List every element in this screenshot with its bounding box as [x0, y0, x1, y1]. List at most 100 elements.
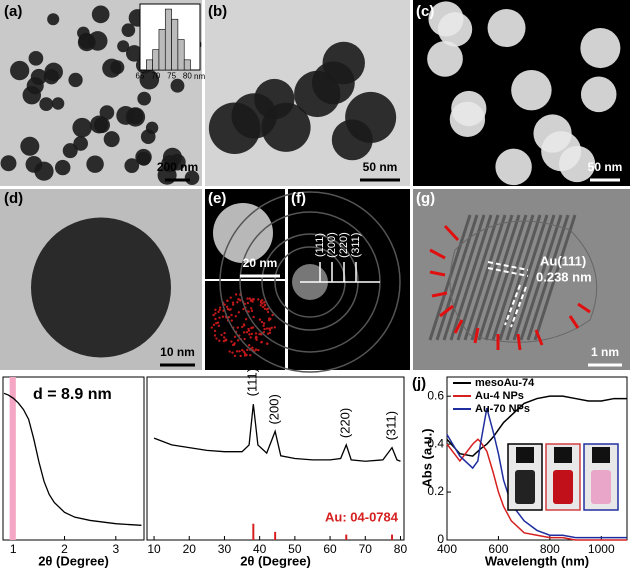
x-tick-label: 50	[288, 542, 302, 556]
x-tick-label: 600	[488, 542, 508, 556]
signal	[252, 315, 255, 319]
plot-area	[2, 376, 145, 541]
signal	[233, 335, 237, 339]
signal	[258, 318, 262, 321]
line	[446, 438, 627, 541]
legend-label: mesoAu-74	[475, 377, 535, 389]
arrow	[453, 319, 464, 334]
signal	[249, 354, 252, 357]
y-tick-label: 0.6	[427, 388, 444, 402]
signal	[249, 307, 253, 310]
panel-label: (f)	[291, 190, 306, 207]
signal	[236, 326, 239, 329]
vial-cap	[516, 447, 534, 463]
panel-label: (c)	[416, 3, 434, 20]
particle-outline	[449, 220, 598, 343]
fringe	[463, 214, 507, 341]
signal	[239, 354, 242, 358]
signal	[226, 299, 229, 302]
signal	[262, 324, 265, 327]
x-tick-label: 800	[540, 542, 560, 556]
highlight-band	[9, 377, 16, 540]
signal	[234, 315, 237, 318]
signal	[257, 348, 260, 352]
signal	[242, 331, 246, 334]
signal	[213, 329, 217, 333]
signal	[212, 323, 216, 327]
fringe	[526, 214, 570, 341]
particle	[170, 78, 185, 93]
x-tick-label: 400	[437, 542, 457, 556]
signal	[231, 351, 234, 354]
particle	[43, 69, 60, 85]
particle	[345, 91, 397, 143]
peak-label: (220)	[338, 408, 353, 438]
signal	[236, 339, 240, 342]
vial-liquid	[591, 470, 611, 504]
signal	[254, 332, 258, 335]
panel-label: (a)	[4, 3, 22, 20]
signal	[268, 328, 272, 332]
x-axis-label: nm	[194, 72, 205, 81]
particle	[137, 91, 152, 106]
line	[446, 395, 627, 457]
arrow	[516, 333, 522, 351]
signal	[251, 300, 254, 303]
signal	[218, 316, 221, 319]
signal	[243, 324, 246, 327]
signal	[218, 306, 222, 309]
marker	[510, 286, 527, 328]
fringe	[533, 214, 577, 341]
signal	[216, 321, 220, 324]
x-tick-label: 20	[183, 542, 197, 556]
signal	[265, 327, 269, 330]
particle	[580, 76, 617, 113]
particle	[91, 5, 110, 24]
marker	[487, 261, 529, 271]
particle	[145, 121, 159, 135]
signal	[232, 343, 236, 346]
signal	[247, 344, 251, 347]
particle	[533, 114, 572, 153]
signal	[268, 331, 272, 334]
arrow	[473, 327, 480, 344]
particle	[62, 143, 78, 159]
signal	[218, 308, 221, 312]
signal	[266, 310, 270, 314]
signal	[241, 348, 244, 352]
signal	[258, 332, 261, 336]
fringe	[456, 214, 500, 341]
signal	[261, 302, 264, 305]
signal	[252, 298, 255, 301]
signal	[271, 313, 274, 317]
y-tick-label: 0	[437, 532, 444, 546]
arrow	[443, 224, 460, 242]
particle	[31, 217, 171, 358]
peak-label: (200)	[267, 394, 282, 424]
signal	[243, 337, 246, 341]
micrograph	[413, 189, 630, 370]
signal	[231, 303, 235, 306]
x-axis-label: Wavelength (nm)	[485, 553, 589, 568]
particle	[26, 77, 44, 95]
signal	[250, 309, 254, 313]
scale-label: 10 nm	[160, 345, 195, 359]
particle	[0, 155, 17, 172]
bar	[158, 29, 166, 71]
signal	[244, 317, 248, 321]
arrow	[568, 315, 580, 329]
signal	[218, 339, 221, 342]
signal	[230, 340, 233, 343]
signal	[261, 305, 265, 309]
signal	[224, 338, 228, 342]
vial-liquid	[553, 470, 573, 504]
particle	[86, 155, 104, 173]
particle	[487, 9, 526, 48]
panel-label: (g)	[416, 190, 435, 207]
signal	[227, 315, 231, 319]
particle	[20, 136, 40, 156]
particle	[121, 23, 136, 37]
ring	[219, 191, 401, 373]
signal	[260, 320, 264, 324]
signal	[247, 329, 251, 332]
